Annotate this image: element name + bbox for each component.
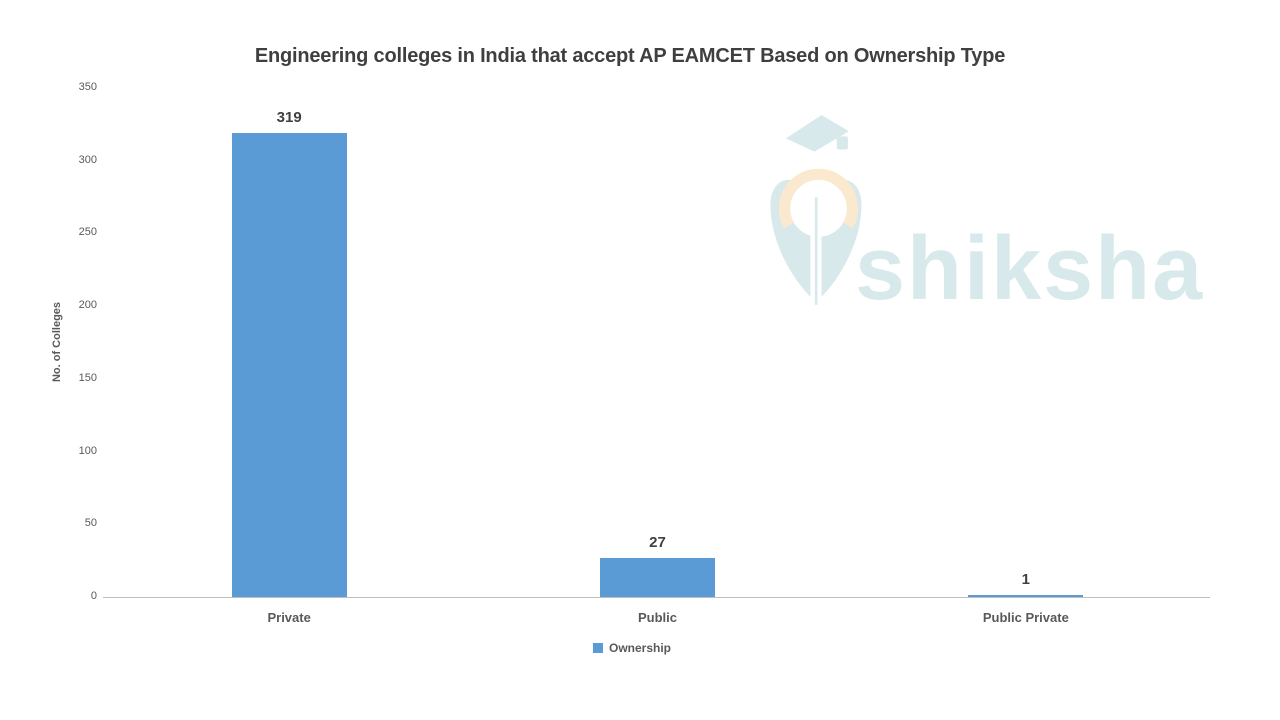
x-axis-line — [103, 597, 1210, 598]
bar-value-label: 1 — [1021, 571, 1030, 588]
bar-value-label: 27 — [649, 534, 666, 551]
chart-title: Engineering colleges in India that accep… — [254, 45, 1006, 67]
category-label: Public Private — [982, 610, 1069, 625]
y-axis-title: No. of Colleges — [51, 301, 63, 383]
y-tick-label: 200 — [78, 299, 97, 312]
y-tick-label: 250 — [78, 226, 97, 239]
legend-label: Ownership — [608, 641, 672, 655]
legend-swatch-icon — [592, 643, 603, 653]
bar — [231, 133, 347, 597]
legend: Ownership — [592, 641, 672, 655]
y-tick-label: 150 — [78, 371, 97, 384]
y-tick-label: 0 — [90, 590, 97, 602]
y-tick-label: 50 — [84, 517, 97, 530]
category-label: Public — [637, 610, 677, 625]
bar — [968, 595, 1084, 597]
y-tick-label: 350 — [78, 81, 97, 93]
y-tick-label: 300 — [78, 153, 97, 166]
y-tick-label: 100 — [78, 444, 97, 457]
category-label: Private — [267, 610, 311, 625]
bar-value-label: 319 — [276, 109, 302, 126]
bar — [600, 558, 715, 597]
